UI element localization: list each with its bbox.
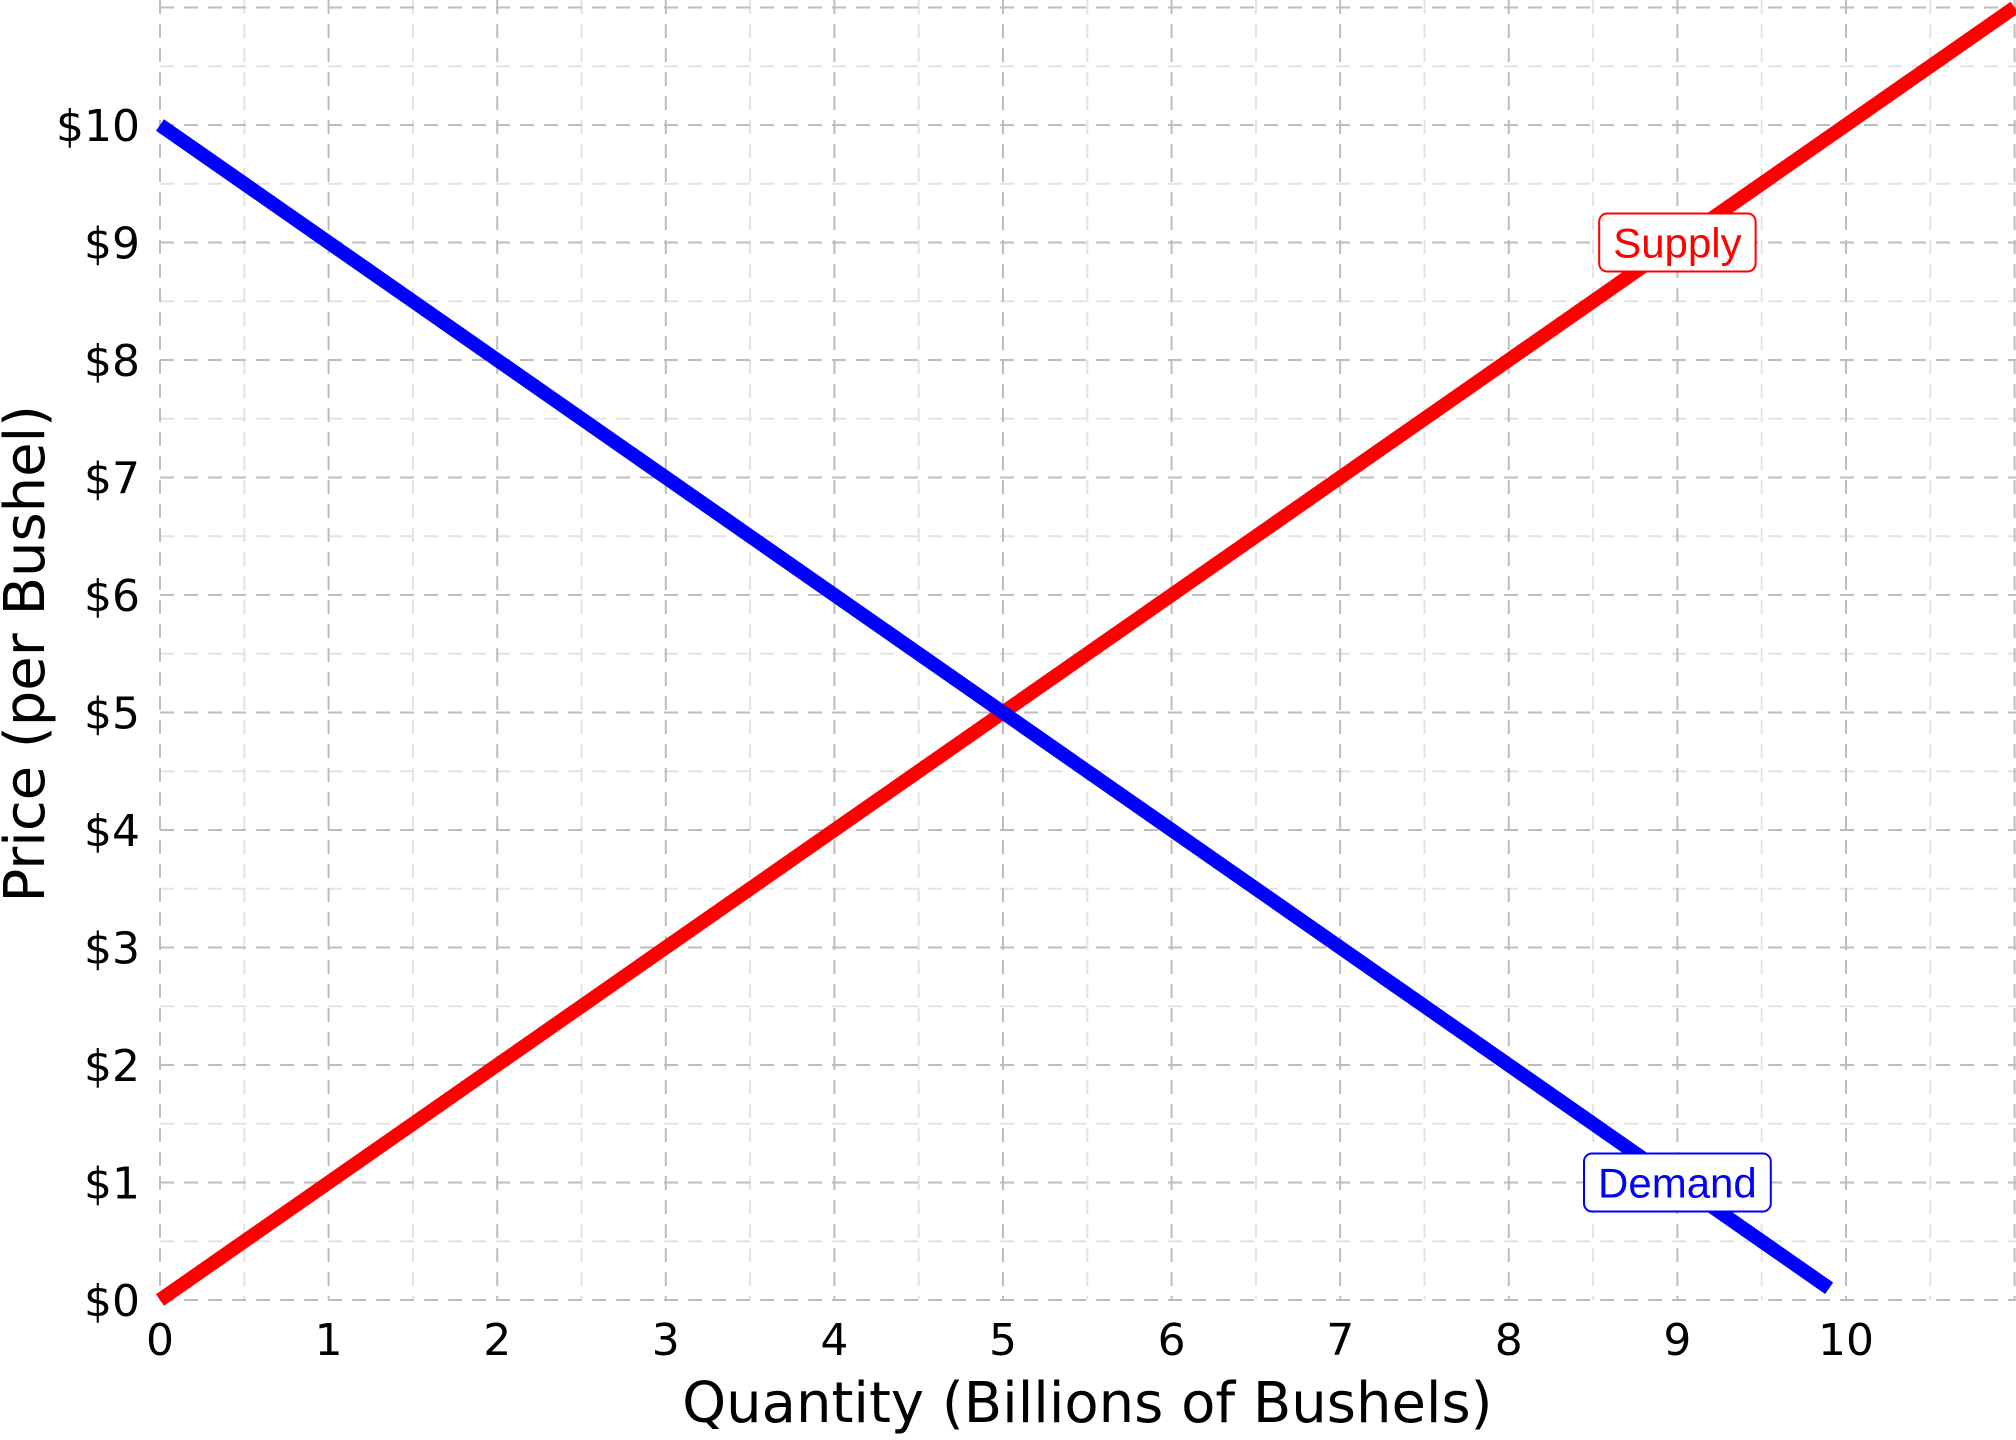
series-label-box bbox=[1583, 1152, 1772, 1213]
series-label-supply: Supply bbox=[1598, 212, 1757, 273]
y-tick-label: $4 bbox=[84, 806, 140, 857]
y-tick-label: $1 bbox=[84, 1159, 140, 1210]
minor-gridlines bbox=[160, 0, 2016, 1300]
x-tick-label: 10 bbox=[1818, 1315, 1874, 1366]
y-tick-label: $5 bbox=[84, 689, 140, 740]
x-tick-label: 1 bbox=[315, 1315, 343, 1366]
y-tick-label: $10 bbox=[56, 101, 140, 152]
y-tick-label: $8 bbox=[84, 336, 140, 387]
y-tick-label: $9 bbox=[84, 219, 140, 270]
series-label-demand: Demand bbox=[1583, 1152, 1772, 1213]
x-tick-label: 9 bbox=[1663, 1315, 1691, 1366]
series-label-box bbox=[1598, 212, 1757, 273]
x-tick-label: 4 bbox=[820, 1315, 848, 1366]
x-axis-title: Quantity (Billions of Bushels) bbox=[682, 1371, 1492, 1436]
y-tick-label: $6 bbox=[84, 571, 140, 622]
x-tick-label: 7 bbox=[1326, 1315, 1354, 1366]
x-axis-tick-labels: 0 1 2 3 4 5 6 7 8 9 10 bbox=[146, 1315, 1874, 1366]
y-tick-label: $2 bbox=[84, 1041, 140, 1092]
y-tick-label: $3 bbox=[84, 924, 140, 975]
y-axis-title: Price (per Bushel) bbox=[0, 405, 58, 903]
y-axis-tick-labels: $0 $1 $2 $3 $4 $5 $6 $7 $8 $9 $10 bbox=[56, 101, 140, 1327]
x-tick-label: 3 bbox=[652, 1315, 680, 1366]
series-label-text: Supply bbox=[1613, 220, 1741, 267]
series-label-text: Demand bbox=[1598, 1160, 1757, 1207]
major-gridlines bbox=[159, 0, 2016, 1301]
series-line-demand bbox=[155, 119, 1834, 1294]
x-tick-label: 8 bbox=[1495, 1315, 1523, 1366]
x-tick-label: 2 bbox=[483, 1315, 511, 1366]
x-tick-label: 5 bbox=[989, 1315, 1017, 1366]
y-tick-label: $7 bbox=[84, 454, 140, 505]
series-labels: Supply Demand bbox=[1583, 212, 1772, 1213]
y-tick-label: $0 bbox=[84, 1276, 140, 1327]
x-tick-label: 0 bbox=[146, 1315, 174, 1366]
x-tick-label: 6 bbox=[1158, 1315, 1186, 1366]
